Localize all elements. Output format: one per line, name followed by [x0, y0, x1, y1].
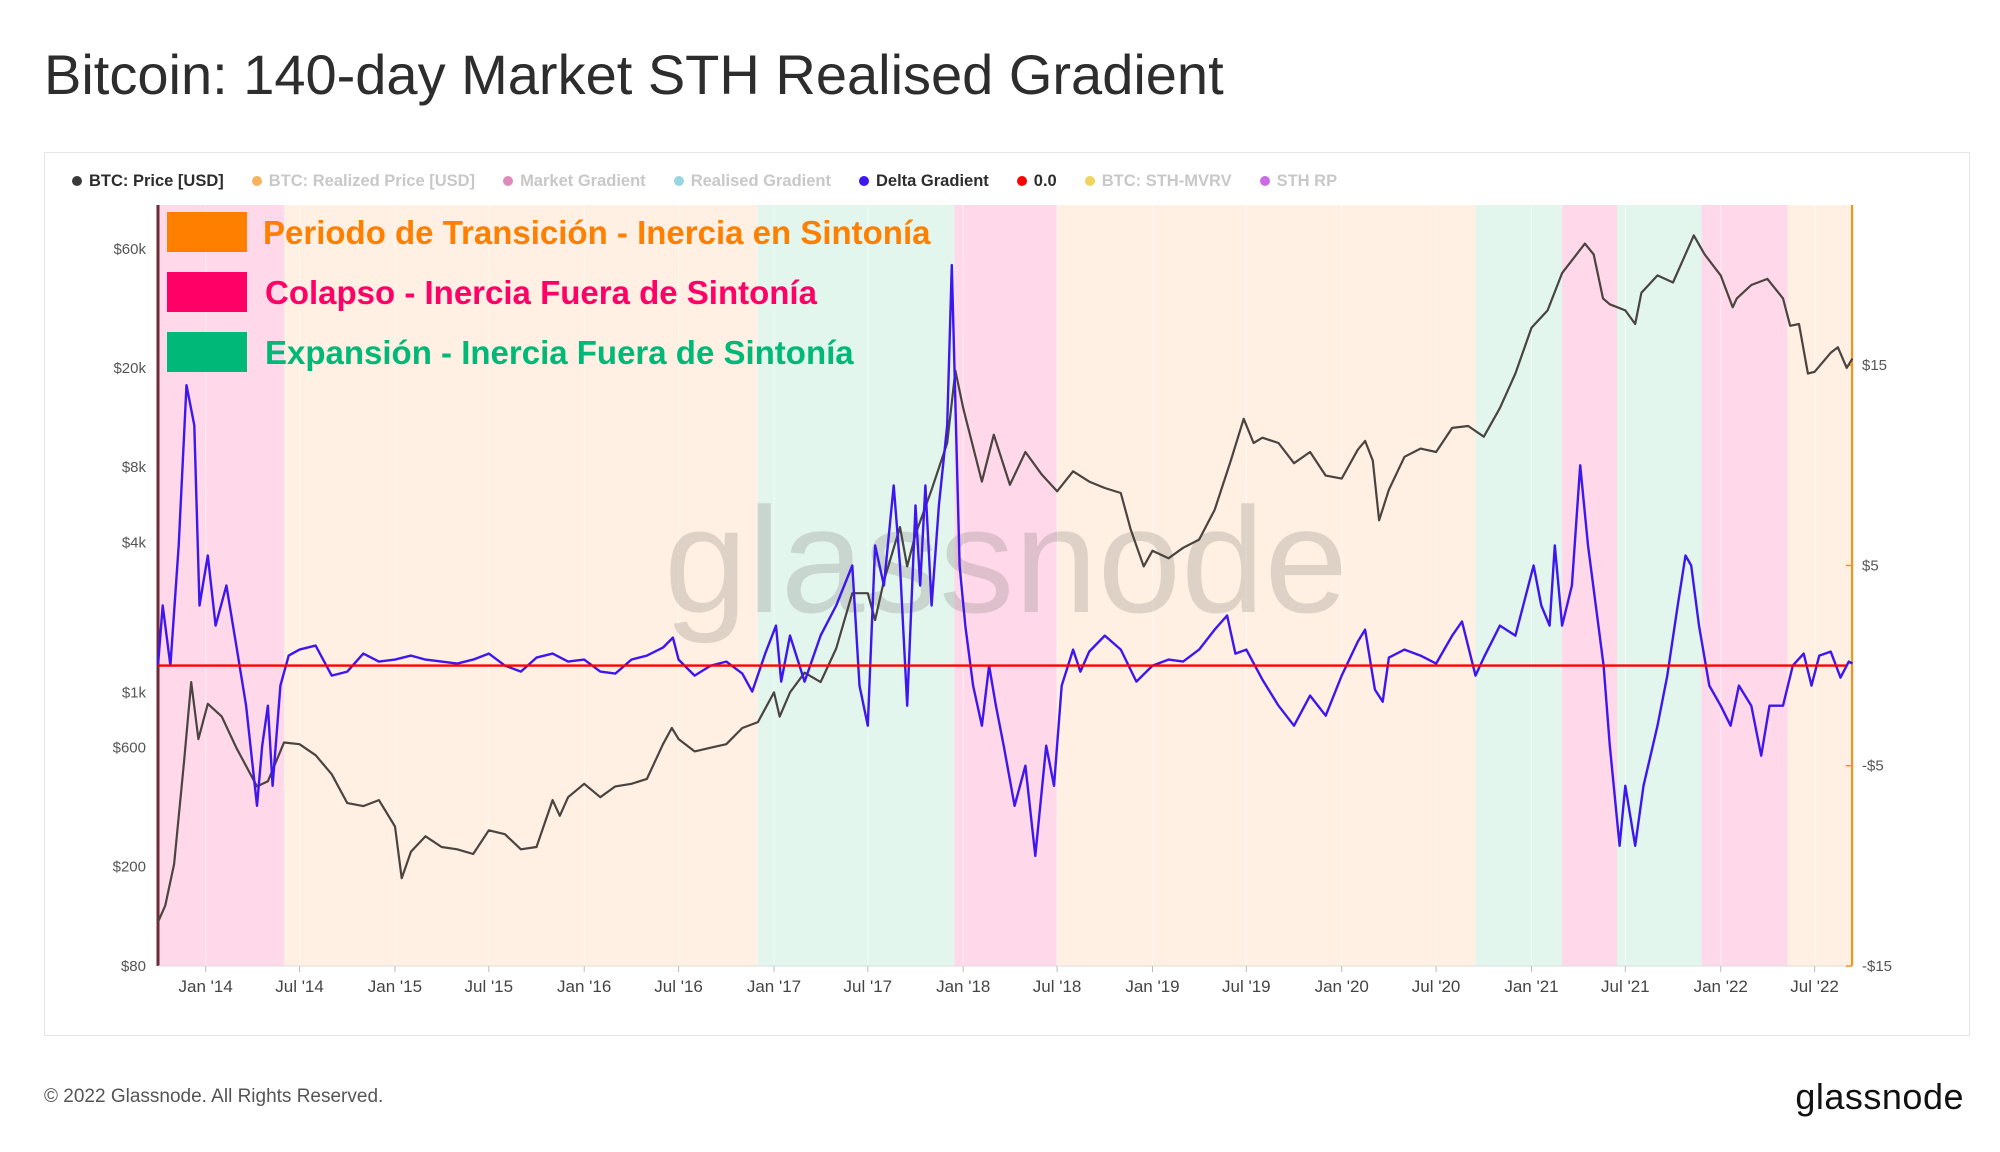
phase-swatch-expansion — [167, 332, 247, 372]
y-left-tick-label: $600 — [113, 740, 146, 757]
phase-label-expansion: Expansión - Inercia Fuera de Sintonía — [265, 334, 854, 371]
legend-label: Market Gradient — [520, 171, 646, 190]
phase-band — [158, 205, 284, 966]
x-tick-label: Jul '22 — [1790, 977, 1839, 996]
legend-dot-icon — [673, 176, 684, 186]
legend-label: BTC: STH-MVRV — [1101, 171, 1232, 190]
x-tick-label: Jul '21 — [1601, 977, 1650, 996]
legend-label: Realised Gradient — [690, 171, 831, 190]
legend-item[interactable]: Market Gradient — [503, 168, 646, 194]
y-left-tick-label: $8k — [122, 459, 147, 476]
legend-dot-icon — [251, 176, 262, 186]
phase-band — [757, 205, 955, 966]
y-right-tick-label: $15 — [1862, 357, 1887, 374]
x-tick-label: Jan '18 — [936, 977, 990, 996]
legend-label: 0.0 — [1033, 171, 1057, 190]
legend-dot-icon — [1259, 176, 1270, 186]
legend-dot-icon — [503, 176, 514, 186]
phase-band — [1057, 205, 1476, 966]
x-tick-label: Jan '16 — [557, 977, 611, 996]
legend-item[interactable]: BTC: Realized Price [USD] — [251, 168, 476, 194]
phase-band — [1787, 205, 1854, 966]
y-left-tick-label: $60k — [113, 241, 146, 258]
x-tick-label: Jul '15 — [464, 977, 513, 996]
copyright-text: © 2022 Glassnode. All Rights Reserved. — [44, 1086, 384, 1107]
y-right-tick-label: -$5 — [1862, 758, 1884, 775]
legend-label: BTC: Realized Price [USD] — [268, 171, 476, 190]
phase-band — [1562, 205, 1618, 966]
x-tick-label: Jul '20 — [1412, 977, 1461, 996]
legend-item[interactable]: Delta Gradient — [859, 168, 989, 194]
btc-price-series — [156, 234, 1854, 923]
legend-item[interactable]: Realised Gradient — [673, 168, 831, 194]
phase-band — [1617, 205, 1702, 966]
legend-dot-icon — [859, 176, 869, 186]
phase-label-transition: Periodo de Transición - Inercia en Sinto… — [263, 214, 931, 251]
phase-label-collapse: Colapso - Inercia Fuera de Sintonía — [265, 274, 817, 311]
x-tick-label: Jan '22 — [1694, 977, 1748, 996]
phase-band — [954, 205, 1058, 966]
legend-item[interactable]: 0.0 — [1016, 168, 1057, 194]
legend-dot-icon — [1084, 176, 1095, 186]
phase-swatch-transition — [167, 212, 247, 252]
watermark-text: glassnode — [664, 476, 1348, 644]
x-tick-label: Jul '19 — [1222, 977, 1271, 996]
chart-legend: BTC: Price [USD] BTC: Realized Price [USD… — [72, 168, 1337, 194]
legend-item[interactable]: STH RP — [1259, 168, 1338, 194]
glassnode-logo[interactable]: glassnode — [1795, 1076, 1964, 1117]
x-tick-label: Jan '14 — [179, 977, 233, 996]
x-tick-label: Jan '20 — [1315, 977, 1369, 996]
x-tick-label: Jul '16 — [654, 977, 703, 996]
x-tick-label: Jan '17 — [747, 977, 801, 996]
y-left-tick-label: $80 — [121, 958, 146, 975]
chart-frame — [44, 152, 1970, 1036]
x-tick-label: Jul '18 — [1033, 977, 1082, 996]
phase-swatch-collapse — [167, 272, 247, 312]
y-right-tick-label: -$15 — [1862, 958, 1892, 975]
y-left-tick-label: $200 — [113, 859, 146, 876]
y-left-tick-label: $20k — [113, 360, 146, 377]
legend-label: BTC: Price [USD] — [89, 171, 224, 190]
page-title: Bitcoin: 140-day Market STH Realised Gra… — [44, 43, 1224, 106]
phase-band — [1701, 205, 1788, 966]
legend-item[interactable]: BTC: STH-MVRV — [1084, 168, 1232, 194]
legend-dot-icon — [72, 176, 82, 186]
y-right-tick-label: $5 — [1862, 557, 1879, 574]
delta-gradient-series — [156, 263, 1853, 858]
legend-label: STH RP — [1276, 171, 1338, 190]
x-tick-label: Jan '15 — [368, 977, 422, 996]
y-left-tick-label: $4k — [122, 534, 147, 551]
legend-item[interactable]: BTC: Price [USD] — [72, 168, 224, 194]
x-tick-label: Jul '17 — [844, 977, 893, 996]
legend-dot-icon — [1016, 176, 1027, 186]
legend-label: Delta Gradient — [876, 171, 989, 190]
x-tick-label: Jul '14 — [275, 977, 324, 996]
y-left-tick-label: $1k — [122, 684, 147, 701]
x-tick-label: Jan '19 — [1125, 977, 1179, 996]
phase-band — [1475, 205, 1563, 966]
x-tick-label: Jan '21 — [1504, 977, 1558, 996]
